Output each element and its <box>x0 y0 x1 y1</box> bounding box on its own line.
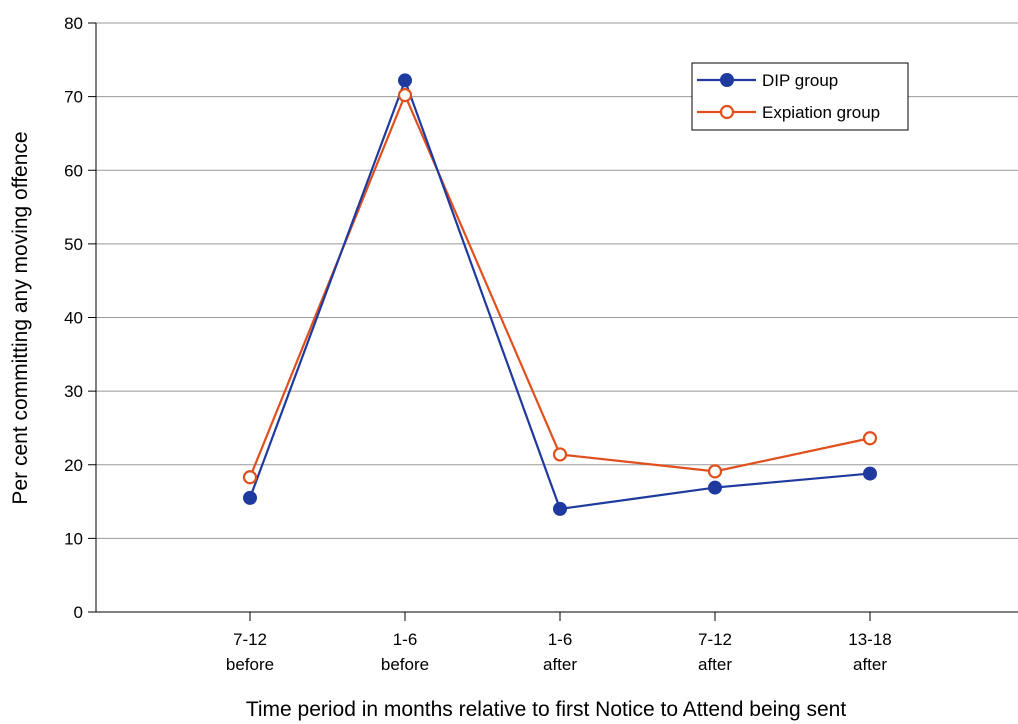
x-tick-label: 7-12 <box>698 630 732 649</box>
legend-label: Expiation group <box>762 103 880 122</box>
legend: DIP group Expiation group <box>691 62 909 131</box>
data-point <box>398 73 412 88</box>
data-point <box>552 447 568 462</box>
x-tick-label: before <box>381 655 429 674</box>
legend-marker <box>719 104 735 120</box>
data-point <box>553 501 567 516</box>
x-tick-label: before <box>226 655 274 674</box>
x-tick-label: after <box>853 655 887 674</box>
y-tick-label: 0 <box>74 603 83 622</box>
y-tick-label: 60 <box>64 161 83 180</box>
data-point <box>707 464 723 479</box>
x-tick-label: 13-18 <box>848 630 891 649</box>
x-tick-labels: 7-12 before 1-6 before 1-6 after 7-12 after 13-1… <box>226 630 892 674</box>
data-point <box>708 480 722 495</box>
axes <box>88 22 1018 621</box>
series-line <box>248 92 871 478</box>
legend-label: DIP group <box>762 71 838 90</box>
y-tick-label: 20 <box>64 456 83 475</box>
x-axis-title: Time period in months relative to first … <box>246 698 847 721</box>
x-tick-label: after <box>698 655 732 674</box>
y-tick-label: 10 <box>64 529 83 548</box>
y-tick-label: 80 <box>64 14 83 33</box>
x-tick-label: after <box>543 655 577 674</box>
series-line <box>248 77 871 511</box>
y-tick-labels: 0 10 20 30 40 50 60 70 80 <box>64 14 83 622</box>
legend-marker <box>720 73 734 87</box>
data-point <box>397 88 413 103</box>
data-point <box>863 466 877 481</box>
x-tick-label: 7-12 <box>233 630 267 649</box>
series <box>242 73 878 516</box>
data-point <box>242 470 258 485</box>
data-point <box>862 431 878 446</box>
x-tick-label: 1-6 <box>393 630 418 649</box>
y-tick-label: 40 <box>64 309 83 328</box>
y-tick-label: 30 <box>64 382 83 401</box>
data-point <box>243 490 257 505</box>
gridlines <box>96 22 1018 539</box>
y-tick-label: 70 <box>64 88 83 107</box>
x-tick-label: 1-6 <box>548 630 573 649</box>
y-tick-label: 50 <box>64 235 83 254</box>
y-axis-title: Per cent committing any moving offence <box>9 131 32 504</box>
